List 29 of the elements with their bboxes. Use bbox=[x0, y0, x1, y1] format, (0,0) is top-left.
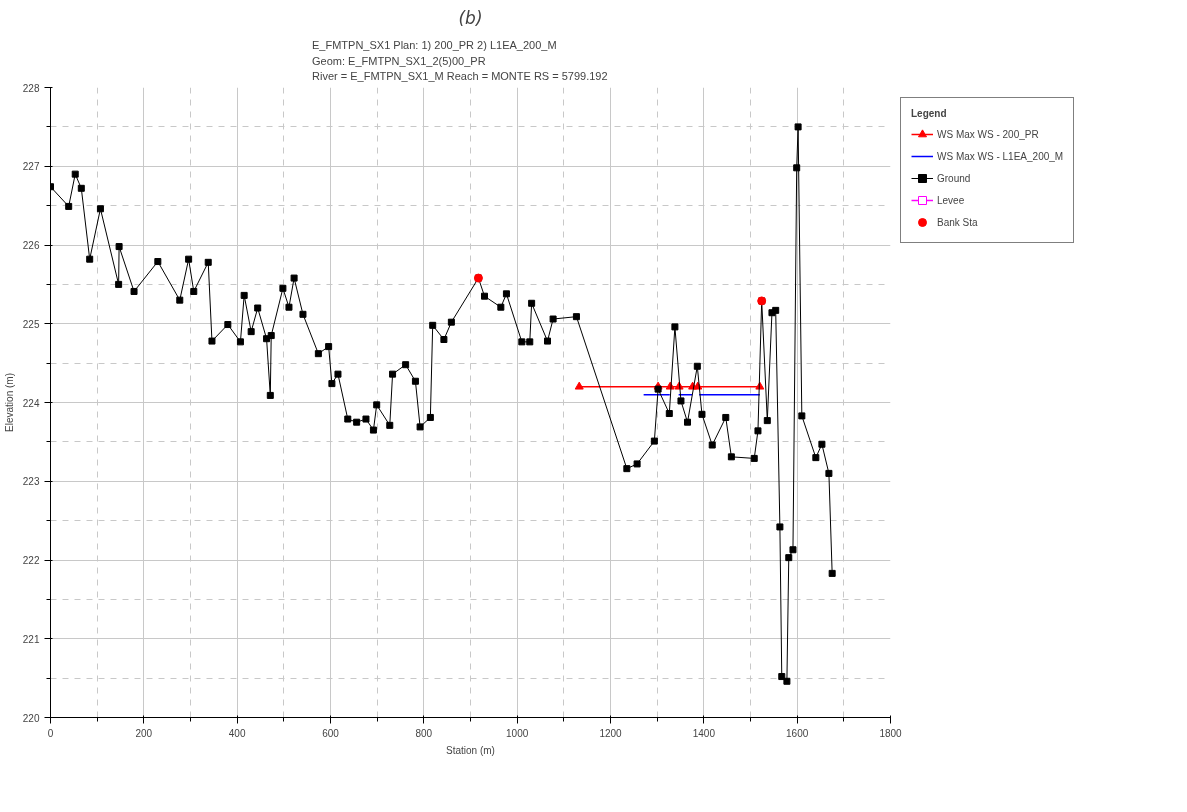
legend-label: WS Max WS - 200_PR bbox=[937, 128, 1039, 140]
x-tick-label: 1400 bbox=[692, 727, 716, 739]
y-tick-label: 225 bbox=[22, 318, 40, 330]
chart-title: (b) bbox=[458, 7, 483, 28]
x-tick-label: 600 bbox=[322, 727, 340, 739]
chart-subtitle: E_FMTPN_SX1 Plan: 1) 200_PR 2) L1EA_200_M Geom: E_FMTPN_SX1_2(5)00_PR River = E_FMTPN_SX1_M Reach = MONTE RS = 5799.192 bbox=[312, 39, 608, 83]
y-tick-label: 220 bbox=[22, 712, 40, 724]
y-tick-label: 227 bbox=[22, 161, 40, 173]
y-tick-label: 221 bbox=[22, 633, 40, 645]
x-tick-label: 800 bbox=[415, 727, 433, 739]
legend-label: Levee bbox=[937, 194, 965, 206]
x-tick-label: 0 bbox=[47, 727, 54, 739]
x-tick-label: 1600 bbox=[786, 727, 809, 739]
y-tick-label: 224 bbox=[22, 397, 40, 409]
x-tick-label: 1000 bbox=[506, 727, 529, 739]
legend-label: Ground bbox=[937, 172, 971, 184]
x-tick-label: 400 bbox=[228, 727, 246, 739]
legend-title: Legend bbox=[911, 108, 948, 119]
y-axis-title: Elevation (m) bbox=[3, 373, 15, 432]
y-tick-label: 222 bbox=[22, 555, 40, 566]
y-tick-label: 226 bbox=[22, 240, 40, 251]
y-tick-label: 223 bbox=[22, 476, 40, 488]
x-tick-label: 1800 bbox=[879, 727, 903, 739]
legend-label: Bank Sta bbox=[937, 216, 978, 228]
x-tick-label: 200 bbox=[135, 727, 153, 739]
x-axis-title: Station (m) bbox=[446, 744, 495, 756]
y-tick-label: 228 bbox=[22, 82, 40, 94]
legend-label: WS Max WS - L1EA_200_M bbox=[937, 150, 1064, 162]
x-tick-label: 1200 bbox=[599, 727, 623, 739]
